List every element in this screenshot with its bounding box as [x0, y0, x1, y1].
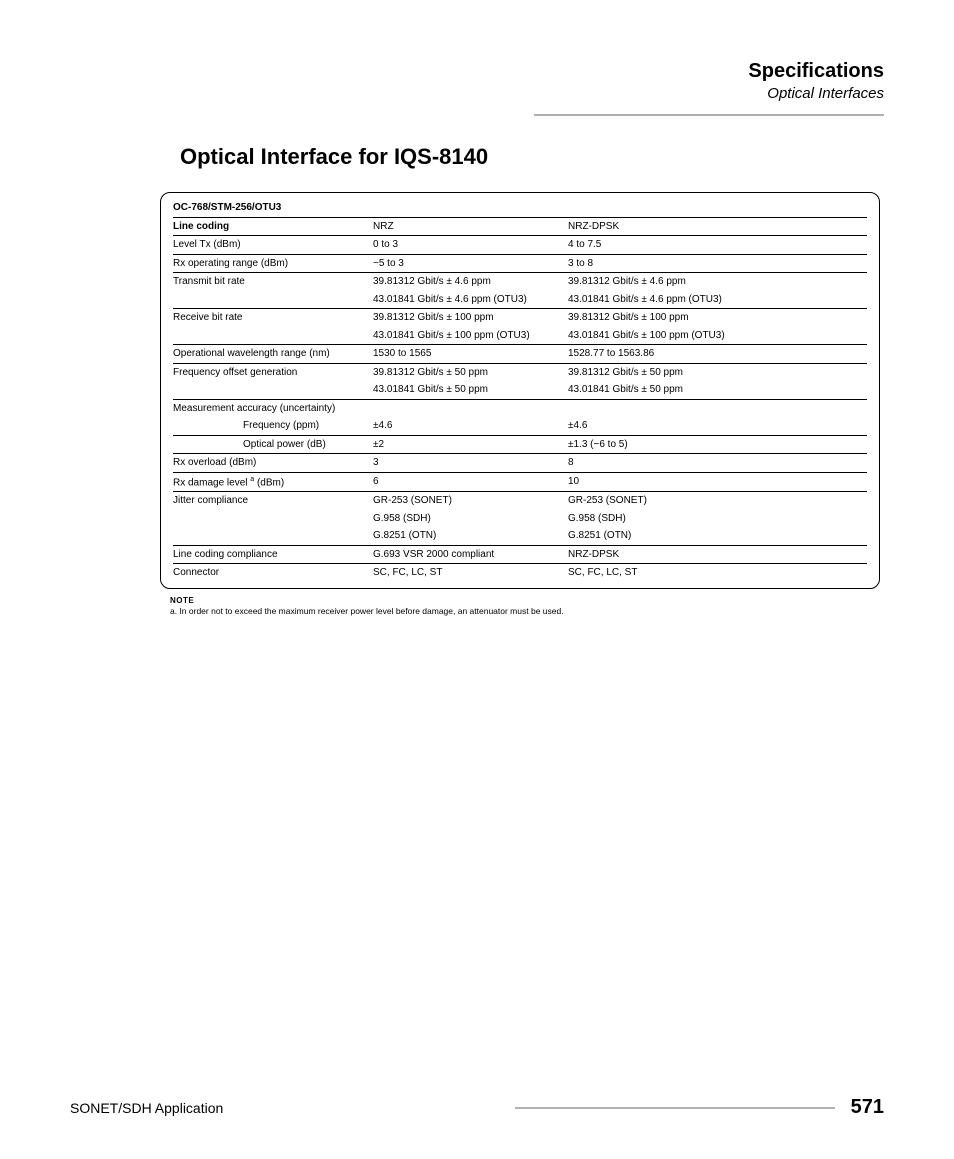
spec-table: Line codingNRZNRZ-DPSKLevel Tx (dBm)0 to… [173, 217, 867, 582]
row-col-a: ±2 [373, 435, 568, 454]
row-col-b: 10 [568, 472, 867, 492]
row-col-b: 39.81312 Gbit/s ± 4.6 ppm [568, 273, 867, 291]
row-label [173, 291, 373, 309]
header-title: Specifications [70, 60, 884, 83]
table-row: Rx operating range (dBm)−5 to 33 to 8 [173, 254, 867, 273]
table-row: Jitter complianceGR-253 (SONET)GR-253 (S… [173, 492, 867, 510]
table-row: 43.01841 Gbit/s ± 4.6 ppm (OTU3)43.01841… [173, 291, 867, 309]
table-row: Operational wavelength range (nm)1530 to… [173, 345, 867, 364]
row-label: Measurement accuracy (uncertainty) [173, 399, 373, 417]
row-label: Line coding [173, 217, 373, 236]
row-label: Rx operating range (dBm) [173, 254, 373, 273]
spec-table-heading: OC-768/STM-256/OTU3 [173, 201, 867, 217]
row-col-b: 43.01841 Gbit/s ± 100 ppm (OTU3) [568, 327, 867, 345]
row-col-a: 0 to 3 [373, 236, 568, 255]
table-row: 43.01841 Gbit/s ± 100 ppm (OTU3)43.01841… [173, 327, 867, 345]
spec-table-box: OC-768/STM-256/OTU3 Line codingNRZNRZ-DP… [160, 192, 880, 589]
row-col-b: 39.81312 Gbit/s ± 50 ppm [568, 363, 867, 381]
table-row: Line coding complianceG.693 VSR 2000 com… [173, 545, 867, 564]
footer: SONET/SDH Application 571 [70, 1096, 884, 1119]
note-item: a. In order not to exceed the maximum re… [170, 606, 870, 618]
page: Specifications Optical Interfaces Optica… [0, 0, 954, 1159]
row-label: Rx overload (dBm) [173, 454, 373, 473]
row-col-a: 39.81312 Gbit/s ± 100 ppm [373, 309, 568, 327]
row-col-a: 43.01841 Gbit/s ± 4.6 ppm (OTU3) [373, 291, 568, 309]
table-row: Transmit bit rate39.81312 Gbit/s ± 4.6 p… [173, 273, 867, 291]
header-subtitle: Optical Interfaces [70, 85, 884, 102]
row-col-a: 1530 to 1565 [373, 345, 568, 364]
row-col-a: −5 to 3 [373, 254, 568, 273]
row-col-b: 39.81312 Gbit/s ± 100 ppm [568, 309, 867, 327]
footer-left: SONET/SDH Application [70, 1100, 223, 1116]
row-label [173, 510, 373, 528]
row-col-a: SC, FC, LC, ST [373, 564, 568, 582]
row-col-b: 43.01841 Gbit/s ± 50 ppm [568, 381, 867, 399]
table-row: G.8251 (OTN)G.8251 (OTN) [173, 527, 867, 545]
table-row: Measurement accuracy (uncertainty) [173, 399, 867, 417]
row-label: Transmit bit rate [173, 273, 373, 291]
table-row: Frequency offset generation39.81312 Gbit… [173, 363, 867, 381]
row-label: Frequency offset generation [173, 363, 373, 381]
table-row: ConnectorSC, FC, LC, STSC, FC, LC, ST [173, 564, 867, 582]
row-col-b: ±1.3 (−6 to 5) [568, 435, 867, 454]
row-col-b: 4 to 7.5 [568, 236, 867, 255]
row-label [173, 327, 373, 345]
row-label: Optical power (dB) [173, 435, 373, 454]
table-row: Rx damage level a (dBm)610 [173, 472, 867, 492]
row-label: Receive bit rate [173, 309, 373, 327]
table-row: Frequency (ppm)±4.6±4.6 [173, 417, 867, 435]
table-row: Line codingNRZNRZ-DPSK [173, 217, 867, 236]
row-col-a: G.8251 (OTN) [373, 527, 568, 545]
row-col-a: NRZ [373, 217, 568, 236]
row-col-a: 43.01841 Gbit/s ± 100 ppm (OTU3) [373, 327, 568, 345]
table-row: Rx overload (dBm)38 [173, 454, 867, 473]
row-col-b: 1528.77 to 1563.86 [568, 345, 867, 364]
table-row: 43.01841 Gbit/s ± 50 ppm43.01841 Gbit/s … [173, 381, 867, 399]
table-row: G.958 (SDH)G.958 (SDH) [173, 510, 867, 528]
row-col-a: GR-253 (SONET) [373, 492, 568, 510]
row-label [173, 381, 373, 399]
table-row: Level Tx (dBm)0 to 34 to 7.5 [173, 236, 867, 255]
row-col-b: GR-253 (SONET) [568, 492, 867, 510]
row-col-a: G.958 (SDH) [373, 510, 568, 528]
row-label [173, 527, 373, 545]
row-label: Frequency (ppm) [173, 417, 373, 435]
row-col-b: G.8251 (OTN) [568, 527, 867, 545]
row-col-b: ±4.6 [568, 417, 867, 435]
table-row: Optical power (dB)±2±1.3 (−6 to 5) [173, 435, 867, 454]
row-col-a: G.693 VSR 2000 compliant [373, 545, 568, 564]
row-label: Jitter compliance [173, 492, 373, 510]
running-header: Specifications Optical Interfaces [70, 60, 884, 102]
row-col-b: NRZ-DPSK [568, 545, 867, 564]
row-col-b: NRZ-DPSK [568, 217, 867, 236]
section-title: Optical Interface for IQS-8140 [180, 144, 884, 170]
spec-table-body: Line codingNRZNRZ-DPSKLevel Tx (dBm)0 to… [173, 217, 867, 582]
row-col-b: 3 to 8 [568, 254, 867, 273]
footer-page-number: 571 [851, 1096, 884, 1119]
row-col-a: ±4.6 [373, 417, 568, 435]
row-col-b: G.958 (SDH) [568, 510, 867, 528]
row-label: Connector [173, 564, 373, 582]
row-col-a: 39.81312 Gbit/s ± 4.6 ppm [373, 273, 568, 291]
row-col-a: 43.01841 Gbit/s ± 50 ppm [373, 381, 568, 399]
row-col-a: 39.81312 Gbit/s ± 50 ppm [373, 363, 568, 381]
row-col-a [373, 399, 568, 417]
notes-block: NOTE a. In order not to exceed the maxim… [170, 595, 870, 618]
row-col-a: 3 [373, 454, 568, 473]
row-label: Rx damage level a (dBm) [173, 472, 373, 492]
notes-heading: NOTE [170, 595, 870, 606]
row-label: Level Tx (dBm) [173, 236, 373, 255]
header-rule [534, 114, 884, 116]
row-col-a: 6 [373, 472, 568, 492]
row-col-b: 8 [568, 454, 867, 473]
row-col-b: 43.01841 Gbit/s ± 4.6 ppm (OTU3) [568, 291, 867, 309]
row-label: Line coding compliance [173, 545, 373, 564]
row-col-b [568, 399, 867, 417]
table-row: Receive bit rate39.81312 Gbit/s ± 100 pp… [173, 309, 867, 327]
row-label: Operational wavelength range (nm) [173, 345, 373, 364]
row-col-b: SC, FC, LC, ST [568, 564, 867, 582]
footer-rule [515, 1107, 835, 1109]
